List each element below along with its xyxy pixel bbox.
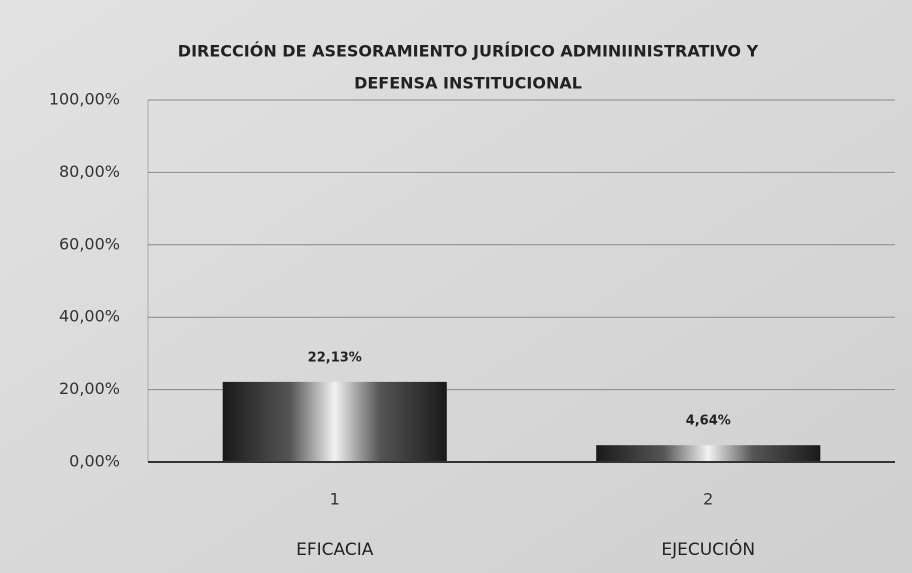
y-tick-label: 80,00% (59, 162, 120, 181)
category-name: EJECUCIÓN (661, 538, 755, 560)
x-tick-label: 1 (330, 490, 340, 509)
y-tick-label: 40,00% (59, 307, 120, 326)
y-tick-label: 60,00% (59, 234, 120, 253)
y-tick-label: 0,00% (69, 452, 120, 471)
y-tick-label: 100,00% (49, 90, 120, 109)
x-tick-label: 2 (703, 490, 713, 509)
bar (222, 381, 447, 462)
chart-title: DEFENSA INSTITUCIONAL (354, 74, 582, 93)
data-label: 4,64% (686, 414, 731, 429)
y-tick-label: 20,00% (59, 379, 120, 398)
bar (596, 445, 821, 462)
category-name: EFICACIA (296, 540, 374, 560)
data-label: 22,13% (308, 350, 362, 365)
chart-title: DIRECCIÓN DE ASESORAMIENTO JURÍDICO ADMI… (178, 42, 759, 61)
